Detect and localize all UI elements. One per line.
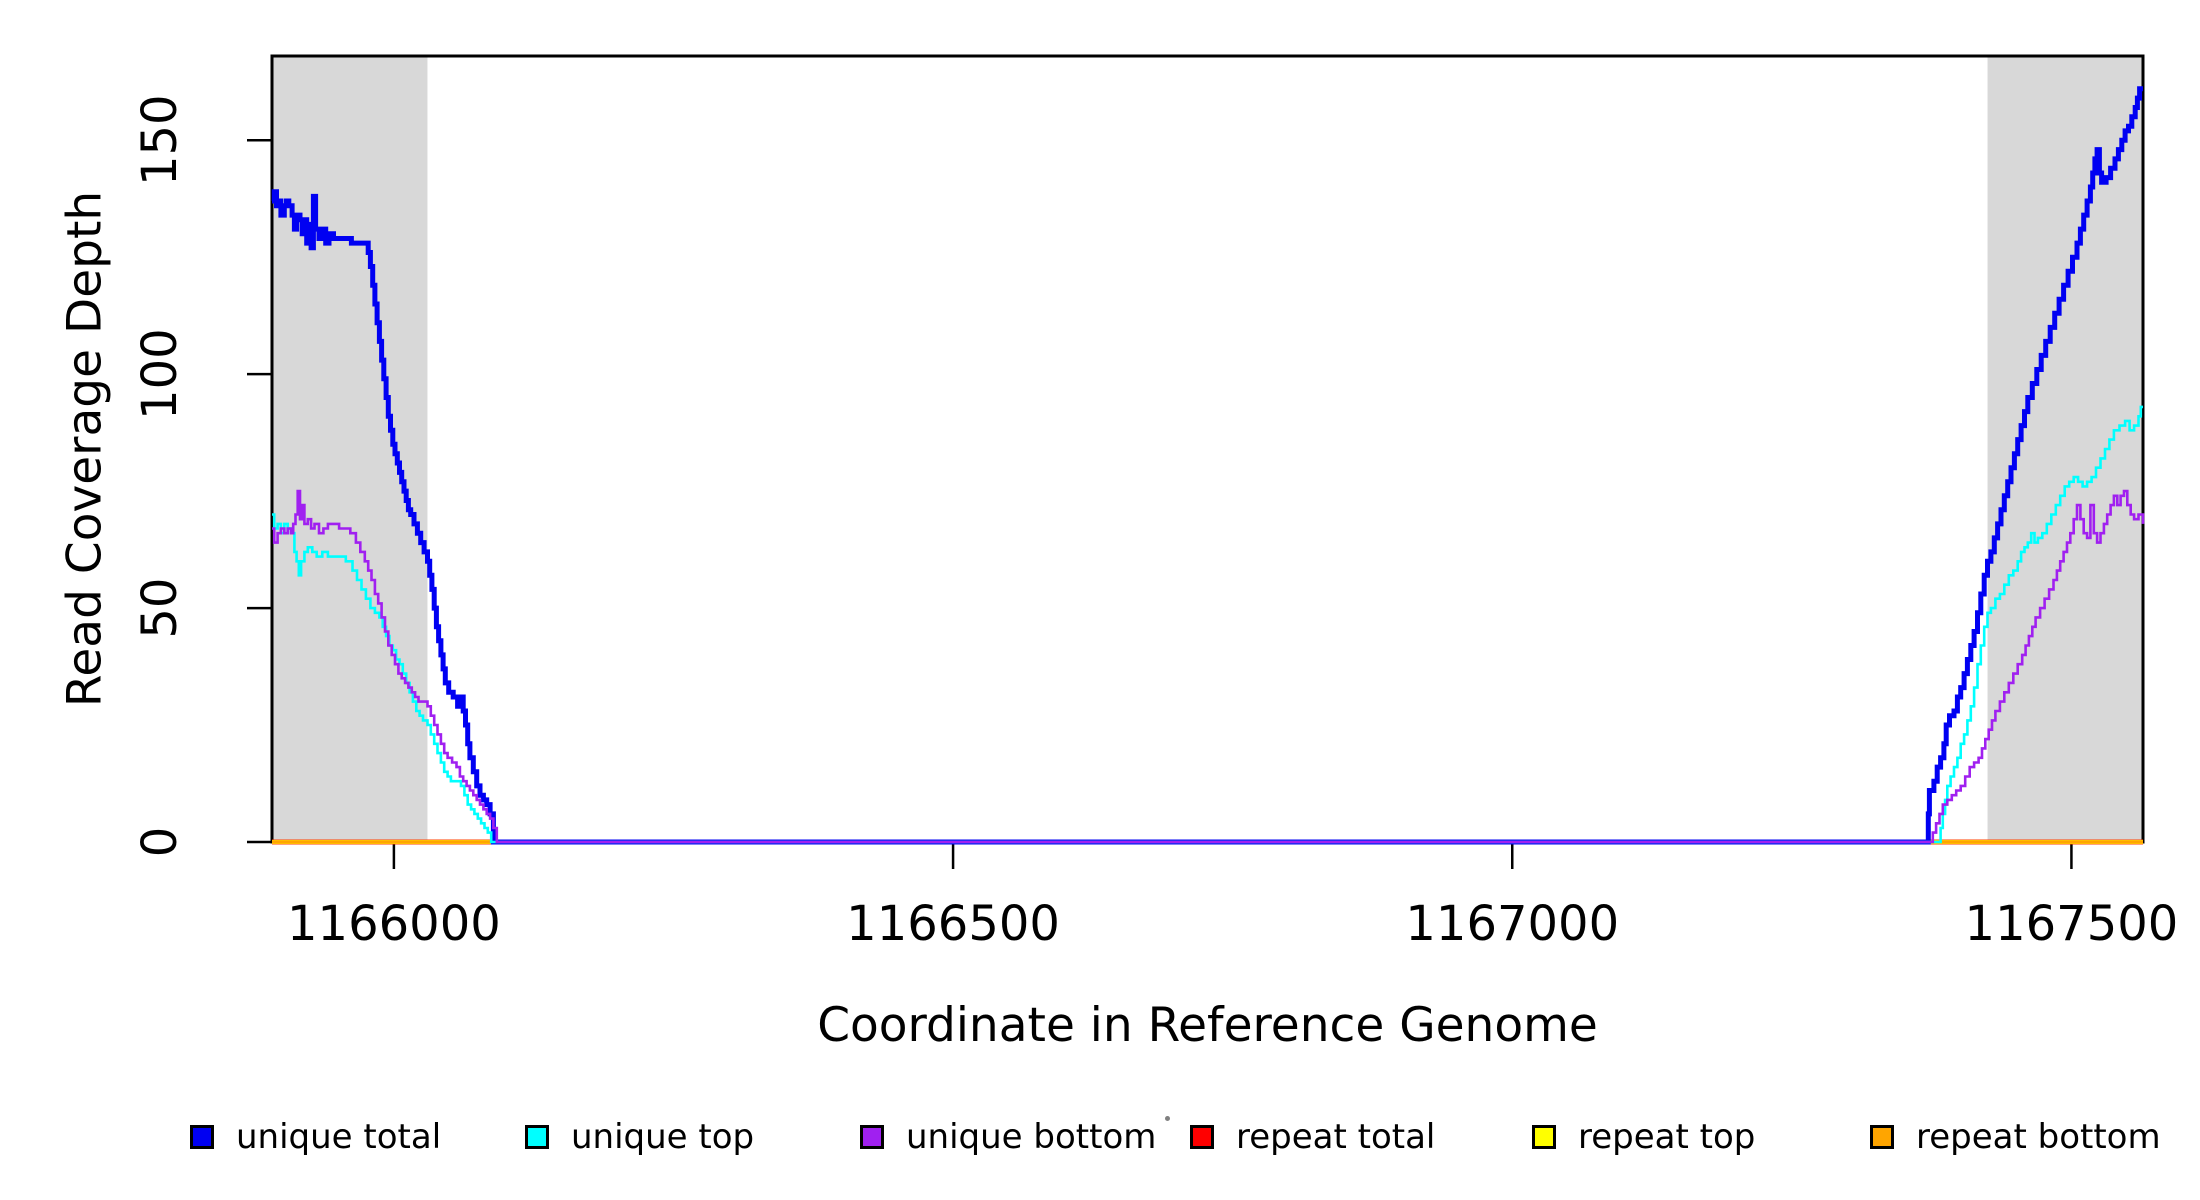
legend-label-unique-top: unique top [571, 1117, 755, 1157]
y-axis-tick-label: 50 [132, 578, 188, 639]
legend-item-repeat-top: repeat top [1532, 1120, 1755, 1154]
highlight-region-right [1987, 56, 2143, 842]
x-axis-title: Coordinate in Reference Genome [817, 998, 1598, 1053]
legend-swatch-repeat-top [1532, 1125, 1556, 1149]
legend-item-unique-total: unique total [190, 1120, 441, 1154]
y-axis-tick-label: 0 [132, 827, 188, 858]
legend-swatch-unique-bottom [860, 1125, 884, 1149]
legend-item-unique-bottom: unique bottom [860, 1120, 1156, 1154]
legend-swatch-repeat-bottom [1870, 1125, 1894, 1149]
legend-item-unique-top: unique top [525, 1120, 754, 1154]
series-unique-bottom [272, 489, 2145, 844]
legend-swatch-repeat-total [1190, 1125, 1214, 1149]
series-unique-total [271, 86, 2143, 845]
x-axis-tick-label: 1166000 [287, 896, 501, 952]
series-unique-top [272, 405, 2143, 844]
legend-label-repeat-top: repeat top [1578, 1117, 1756, 1157]
y-axis-tick-label: 150 [132, 94, 188, 186]
legend-item-repeat-bottom: repeat bottom [1870, 1120, 2161, 1154]
highlight-region-left [272, 56, 428, 842]
legend-label-repeat-total: repeat total [1236, 1117, 1436, 1157]
legend-label-unique-total: unique total [236, 1117, 442, 1157]
x-axis-tick-label: 1167500 [1965, 896, 2179, 952]
legend-swatch-unique-top [525, 1125, 549, 1149]
x-axis-tick-label: 1166500 [846, 896, 1060, 952]
y-axis-title: Read Coverage Depth [57, 190, 113, 708]
plot-box [270, 54, 2145, 844]
legend-swatch-unique-total [190, 1125, 214, 1149]
legend-item-repeat-total: repeat total [1190, 1120, 1435, 1154]
legend: unique total unique top unique bottom repea… [0, 1110, 2200, 1170]
legend-label-repeat-bottom: repeat bottom [1916, 1117, 2161, 1157]
speck-artifact [1165, 1116, 1170, 1121]
legend-label-unique-bottom: unique bottom [906, 1117, 1157, 1157]
y-axis-tick-label: 100 [132, 328, 188, 420]
x-axis-tick-label: 1167000 [1405, 896, 1619, 952]
